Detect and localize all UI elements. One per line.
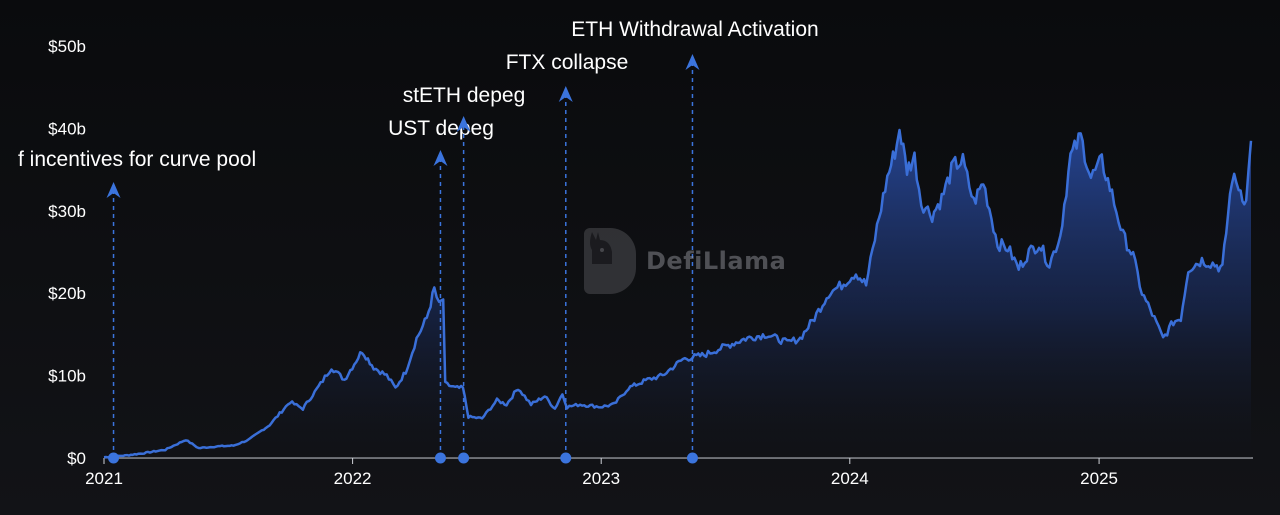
annotation-label: ETH Withdrawal Activation xyxy=(571,18,818,41)
x-tick-label: 2023 xyxy=(582,469,620,488)
defillama-watermark: DefiLlama xyxy=(584,228,786,294)
y-tick-label: $20b xyxy=(48,284,86,303)
tvl-series-line xyxy=(103,128,1253,459)
x-tick-label: 2024 xyxy=(831,469,869,488)
annotation-label: FTX collapse xyxy=(506,51,629,74)
annotation-marker xyxy=(458,452,470,464)
x-tick-label: 2022 xyxy=(334,469,372,488)
watermark-text: DefiLlama xyxy=(646,247,787,275)
annotation-marker xyxy=(434,452,446,464)
annotation-label: stETH depeg xyxy=(403,84,526,107)
annotation-arrow-icon xyxy=(106,182,121,198)
x-tick-label: 2021 xyxy=(85,469,123,488)
y-tick-label: $10b xyxy=(48,367,86,386)
annotation-arrow-icon xyxy=(456,116,471,132)
y-tick-label: $0 xyxy=(67,449,86,468)
annotation-arrow-icon xyxy=(433,150,448,166)
annotation-marker xyxy=(686,452,698,464)
annotation-marker xyxy=(108,452,120,464)
y-tick-label: $50b xyxy=(48,37,86,56)
annotation-arrow-icon xyxy=(685,54,700,70)
llama-logo-icon xyxy=(584,228,636,294)
y-tick-label: $30b xyxy=(48,202,86,221)
annotation-label: UST depeg xyxy=(388,117,494,140)
annotation-arrow-icon xyxy=(558,86,573,102)
y-tick-label: $40b xyxy=(48,119,86,138)
x-tick-label: 2025 xyxy=(1080,469,1118,488)
tvl-area-fill xyxy=(104,130,1251,458)
annotation-marker xyxy=(560,452,572,464)
annotation-label: f incentives for curve pool xyxy=(18,148,256,171)
